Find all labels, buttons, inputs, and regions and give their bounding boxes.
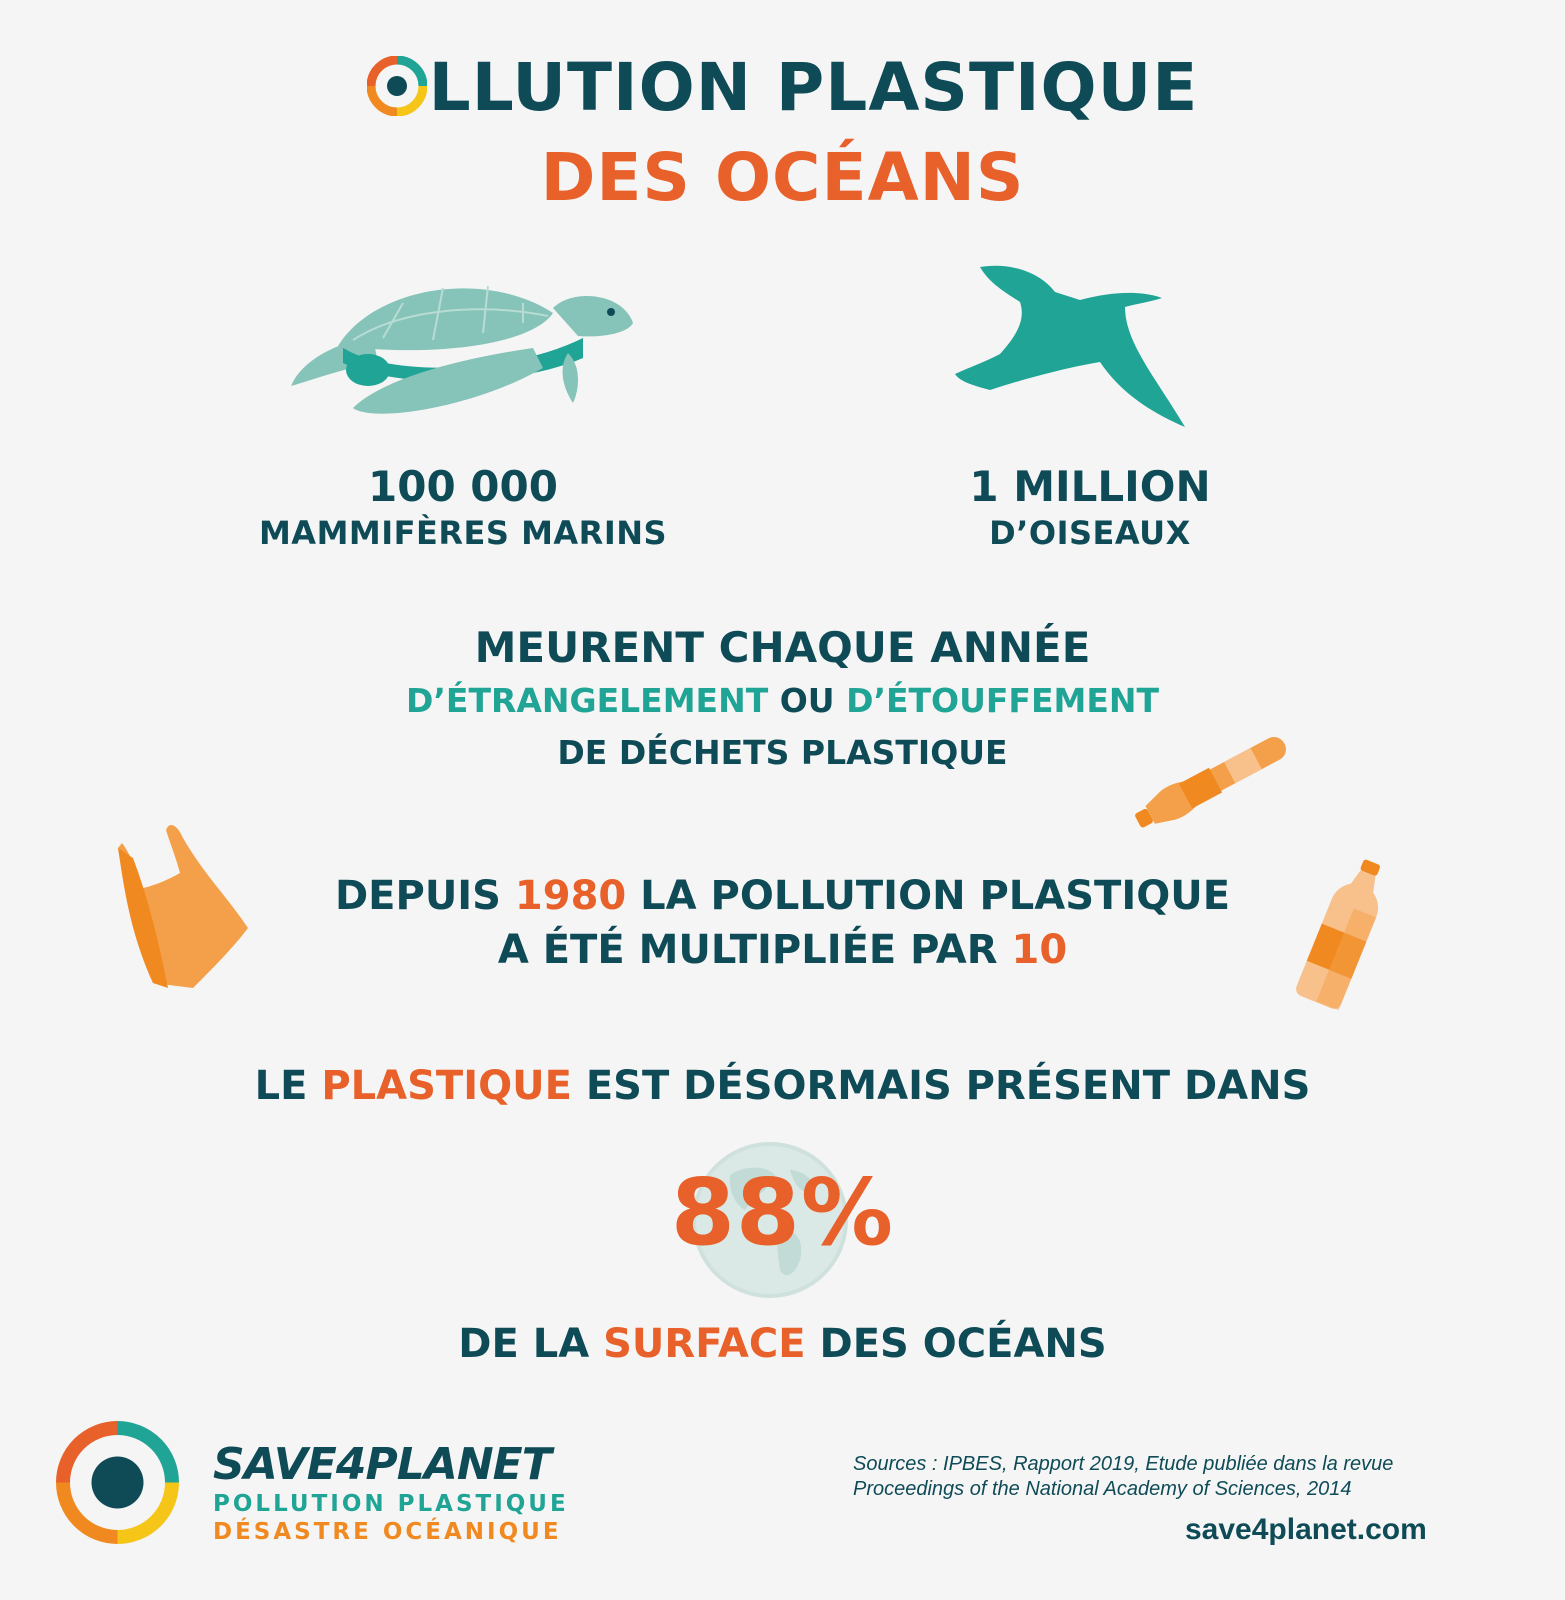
footer-sources-line-1: Sources : IPBES, Rapport 2019, Etude pub… xyxy=(853,1453,1394,1475)
growth-since: DEPUIS xyxy=(334,873,515,919)
presence-line-1: LE PLASTIQUE EST DÉSORMAIS PRÉSENT DANS xyxy=(0,1060,1565,1112)
presence-of-the: DE LA xyxy=(458,1321,604,1367)
turtle-icon xyxy=(291,285,633,414)
stat-mammals-number: 100 000 xyxy=(368,462,558,511)
presence-percent: 88% xyxy=(670,1159,895,1266)
footer-brand: SAVE4PLANET xyxy=(213,1439,552,1490)
presence-line-3: DE LA SURFACE DES OCÉANS xyxy=(0,1318,1565,1370)
footer-sources-line-2: Proceedings of the National Academy of S… xyxy=(853,1478,1352,1500)
presence-now: EST DÉSORMAIS PRÉSENT DANS xyxy=(571,1063,1311,1109)
presence-oceans: DES OCÉANS xyxy=(805,1321,1107,1367)
growth-pollution: LA POLLUTION PLASTIQUE xyxy=(626,873,1231,919)
death-line-2: D’ÉTRANGELEMENT OU D’ÉTOUFFEMENT xyxy=(0,678,1565,724)
title-o-logo-icon xyxy=(366,56,427,116)
presence-surface: SURFACE xyxy=(603,1321,806,1367)
stat-birds-number: 1 MILLION xyxy=(969,462,1211,511)
death-suffocation: D’ÉTOUFFEMENT xyxy=(846,681,1160,720)
globe-icon xyxy=(692,1142,848,1298)
death-or: OU xyxy=(768,681,847,720)
death-line-1: MEURENT CHAQUE ANNÉE xyxy=(474,623,1091,672)
growth-line-2: A ÉTÉ MULTIPLIÉE PAR 10 xyxy=(0,924,1565,976)
stat-mammals: 100 000 MAMMIFÈRES MARINS xyxy=(213,462,713,554)
presence-plastic: PLASTIQUE xyxy=(321,1063,572,1109)
death-line-3: DE DÉCHETS PLASTIQUE xyxy=(557,733,1008,772)
bottle-icon-2 xyxy=(1296,859,1380,1010)
footer-sources: Sources : IPBES, Rapport 2019, Etude pub… xyxy=(853,1452,1513,1502)
bottle-icon-1 xyxy=(1135,736,1286,828)
footer-website[interactable]: save4planet.com xyxy=(1185,1513,1427,1546)
footer-tagline-2: DÉSASTRE OCÉANIQUE xyxy=(213,1519,562,1545)
title-line-2: DES OCÉANS xyxy=(540,139,1025,216)
presence-the: LE xyxy=(254,1063,322,1109)
stat-birds-label: D’OISEAUX xyxy=(989,514,1191,552)
plastic-bag-icon xyxy=(118,824,248,988)
bird-icon xyxy=(955,265,1185,427)
death-strangling: D’ÉTRANGELEMENT xyxy=(405,681,769,720)
growth-year: 1980 xyxy=(514,873,627,919)
stat-birds: 1 MILLION D’OISEAUX xyxy=(880,462,1300,554)
footer-brand-block: SAVE4PLANET POLLUTION PLASTIQUE DÉSASTRE… xyxy=(213,1440,569,1546)
growth-multiplied: A ÉTÉ MULTIPLIÉE PAR xyxy=(497,927,1012,973)
stat-mammals-label: MAMMIFÈRES MARINS xyxy=(258,514,668,552)
growth-line-1: DEPUIS 1980 LA POLLUTION PLASTIQUE xyxy=(0,870,1565,922)
growth-factor: 10 xyxy=(1011,927,1068,973)
save4planet-logo xyxy=(56,1421,179,1544)
footer-tagline-1: POLLUTION PLASTIQUE xyxy=(213,1491,569,1517)
title-line-1: LLUTION PLASTIQUE xyxy=(0,48,1565,128)
title-text-1: LLUTION PLASTIQUE xyxy=(428,49,1199,126)
